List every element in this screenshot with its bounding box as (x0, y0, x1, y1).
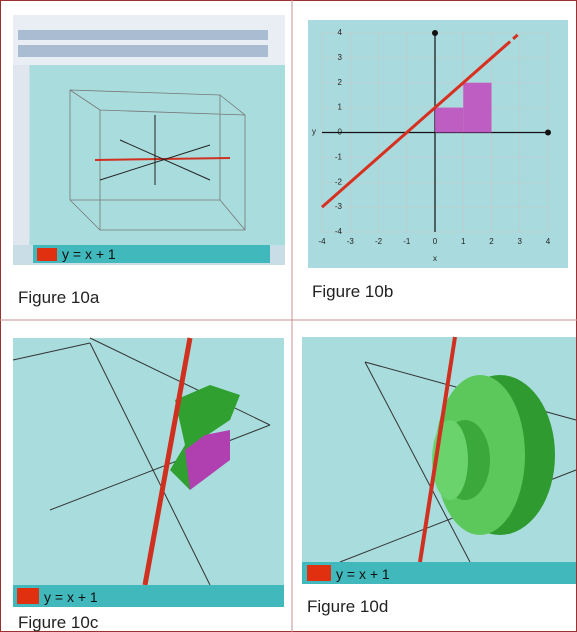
y-tick-label: -2 (335, 177, 343, 186)
y-tick-label: -3 (335, 202, 343, 211)
caption: Figure 10c (18, 613, 99, 632)
y-tick-label: -1 (335, 152, 343, 161)
x-tick-label: 4 (546, 237, 551, 246)
plot-background (308, 20, 568, 268)
legend-text: y = x + 1 (44, 589, 98, 605)
panel-c: y = x + 1 Figure 10c (13, 338, 284, 632)
y-axis-label: y (312, 127, 316, 136)
panel-a: y = x + 1 Figure 10a (13, 15, 285, 307)
view-area (30, 65, 285, 245)
caption: Figure 10d (307, 597, 388, 616)
x-tick-label: 0 (433, 237, 438, 246)
axis-end (432, 30, 438, 36)
legend-swatch (37, 248, 57, 261)
legend-text: y = x + 1 (62, 246, 116, 262)
x-tick-label: -2 (375, 237, 383, 246)
figure-sheet: y = x + 1 Figure 10a x y Figure 10b -4 -3… (0, 0, 577, 632)
panel-b: x y Figure 10b -4-3-2-101234-4-3-2-10123… (308, 20, 568, 301)
x-tick-label: -3 (347, 237, 355, 246)
x-tick-label: -1 (403, 237, 411, 246)
x-tick-label: -4 (318, 237, 326, 246)
axis-end (545, 130, 551, 136)
x-tick-label: 3 (518, 237, 523, 246)
x-axis-label: x (433, 254, 437, 263)
y-tick-label: 4 (338, 28, 343, 37)
caption: Figure 10b (312, 282, 393, 301)
panel-d: y = x + 1 Figure 10d (302, 337, 576, 616)
y-tick-label: 2 (338, 78, 343, 87)
x-tick-label: 1 (461, 237, 466, 246)
legend-swatch (17, 588, 39, 604)
legend-text: y = x + 1 (336, 566, 390, 582)
legend-swatch (307, 565, 331, 581)
side-toolbar (13, 65, 29, 245)
page: y = x + 1 Figure 10a x y Figure 10b -4 -3… (0, 0, 577, 632)
x-tick-label: 2 (489, 237, 494, 246)
shaded-region (463, 83, 491, 133)
y-tick-label: 1 (338, 103, 343, 112)
y-tick-label: 3 (338, 53, 343, 62)
shaded-region (435, 108, 463, 133)
y-tick-label: -4 (335, 227, 343, 236)
caption: Figure 10a (18, 288, 100, 307)
